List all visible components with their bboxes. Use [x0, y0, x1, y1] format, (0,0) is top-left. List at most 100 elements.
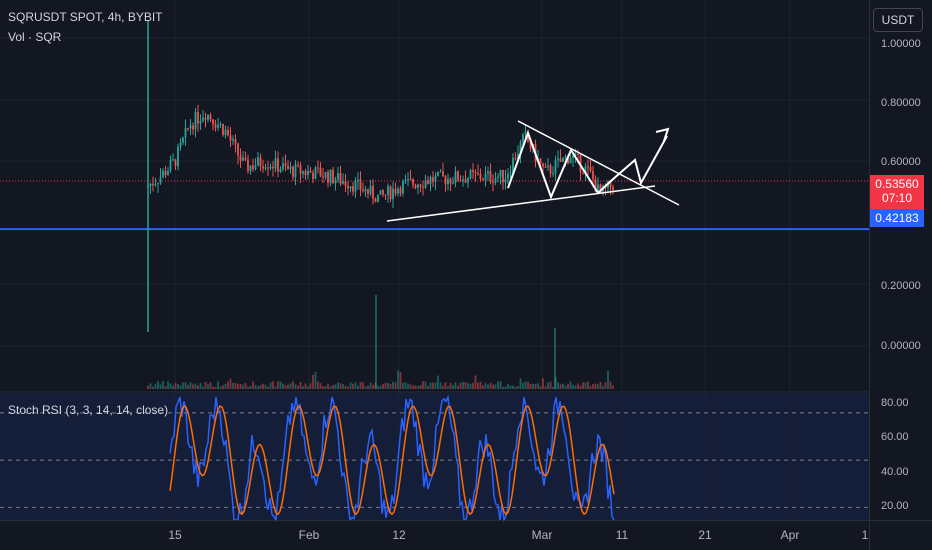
stoch-rsi-lines — [169, 394, 615, 523]
candle-body — [149, 183, 152, 186]
volume-bar — [502, 386, 504, 389]
candle-body — [562, 157, 564, 162]
candle-body — [469, 170, 472, 179]
candle-body — [587, 166, 589, 168]
volume-bar — [272, 381, 274, 389]
projected-path — [507, 130, 668, 200]
symbol-title[interactable]: SQRUSDT SPOT, 4h, BYBIT — [8, 10, 163, 24]
candle-body — [214, 124, 217, 128]
candle-body — [172, 159, 174, 161]
candle-body — [194, 112, 197, 130]
volume-bar — [589, 386, 592, 389]
volume-bar — [222, 385, 224, 389]
volume-bar — [182, 382, 184, 389]
volume-bar — [587, 381, 589, 389]
volume-bar — [579, 385, 582, 389]
current-price-value: 0.53560 — [875, 177, 919, 191]
volume-bar — [247, 386, 249, 389]
candle-body — [494, 177, 497, 183]
support-price-badge: 0.42183 — [870, 209, 924, 227]
candle-body — [507, 173, 509, 179]
candle-body — [334, 179, 337, 183]
volume-bar — [489, 382, 492, 389]
candle-body — [234, 139, 237, 144]
volume-bar — [484, 382, 487, 389]
volume-bar — [439, 382, 442, 389]
candle-body — [522, 134, 524, 143]
volume-bar — [362, 382, 364, 389]
candle-body — [472, 170, 474, 172]
time-label-11: 11 — [615, 528, 629, 542]
time-label-15: 15 — [168, 528, 182, 542]
candle-body — [202, 117, 204, 121]
volume-bar — [434, 382, 437, 389]
candle-body — [434, 175, 437, 182]
candle-body — [552, 173, 554, 175]
candle-body — [322, 176, 324, 178]
candle-body — [187, 128, 189, 130]
volume-bar — [299, 382, 302, 389]
candle-body — [417, 184, 419, 188]
volume-bar — [159, 384, 162, 389]
volume-bar — [419, 385, 422, 389]
trend-drawings[interactable] — [386, 120, 680, 222]
volume-bar — [569, 381, 572, 389]
volume-bar — [307, 386, 309, 389]
candle-body — [282, 163, 284, 170]
volume-bar — [527, 381, 529, 389]
volume-bar — [317, 381, 319, 389]
volume-indicator-label[interactable]: Vol · SQR — [8, 30, 62, 44]
candle-body — [542, 163, 544, 167]
candle-body — [432, 177, 434, 182]
candle-body — [549, 165, 552, 174]
volume-bar — [404, 382, 407, 389]
volume-bar — [147, 385, 149, 389]
candle-body — [362, 189, 364, 192]
candle-body — [572, 155, 574, 158]
candle-body — [589, 166, 592, 171]
candle-body — [512, 157, 514, 173]
candle-body — [609, 181, 612, 188]
candle-body — [479, 173, 482, 180]
volume-bar — [164, 386, 167, 389]
currency-button[interactable]: USDT — [873, 8, 923, 32]
candle-body — [264, 167, 267, 169]
volume-bar — [399, 372, 402, 389]
volume-bar — [382, 384, 384, 389]
candle-body — [559, 158, 562, 162]
candle-body — [464, 179, 467, 183]
volume-bar — [207, 384, 209, 389]
candle-body — [179, 142, 182, 147]
volume-bar — [242, 384, 244, 389]
candle-body — [564, 156, 567, 158]
candle-body — [467, 178, 469, 183]
price-label-0-6: 0.60000 — [881, 156, 921, 168]
rsi-label-20: 20.00 — [881, 500, 909, 512]
candle-body — [582, 171, 584, 174]
candle-body — [492, 181, 494, 183]
rsi-label-40: 40.00 — [881, 466, 909, 478]
volume-bar — [482, 385, 484, 389]
candle-body — [292, 166, 294, 178]
stoch-rsi-label[interactable]: Stoch RSI (3, 3, 14, 14, close) — [8, 403, 169, 417]
candle-body — [429, 177, 432, 184]
price-label-0: 0.00000 — [881, 340, 921, 352]
volume-bar — [524, 381, 527, 389]
candle-body — [372, 185, 374, 199]
volume-bar — [314, 371, 317, 389]
candle-body — [424, 180, 427, 188]
candle-body — [229, 135, 232, 141]
candle-body — [452, 182, 454, 184]
volume-bar — [532, 383, 534, 389]
volume-bar — [184, 382, 187, 389]
time-label-21: 21 — [698, 528, 712, 542]
candle-body — [182, 137, 184, 143]
volume-bar — [212, 386, 214, 389]
candle-body — [374, 198, 377, 203]
candle-body — [257, 157, 259, 166]
volume-bar — [394, 382, 397, 389]
candle-body — [539, 158, 542, 164]
candle-body — [354, 181, 357, 192]
volume-bar — [472, 382, 474, 389]
